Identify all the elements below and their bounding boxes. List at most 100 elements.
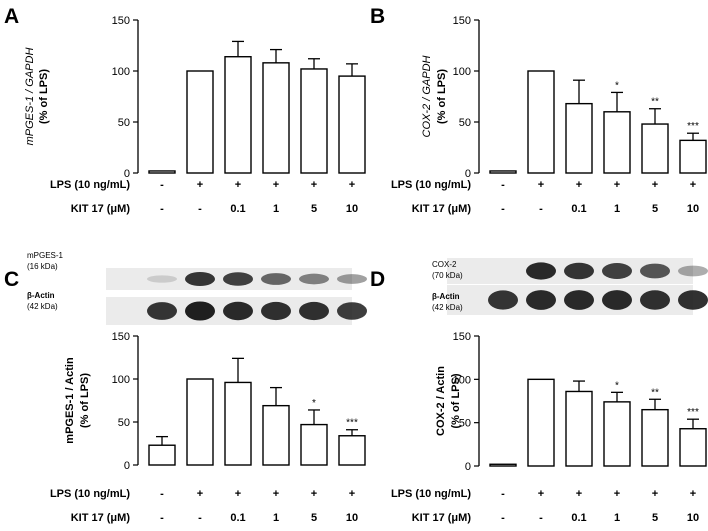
significance-label: ** (651, 387, 659, 398)
lps-value: + (690, 488, 696, 500)
lps-value: + (235, 179, 241, 191)
y-tick-label: 50 (459, 117, 471, 129)
y-axis-label: COX-2 / GAPDH (421, 55, 433, 137)
bar (641, 123, 669, 174)
bar (679, 139, 707, 174)
kit-value: 1 (273, 512, 279, 524)
blot-band (564, 290, 594, 310)
y-axis-label-unit: (% of LPS) (436, 69, 448, 124)
y-tick-label: 0 (124, 168, 130, 180)
y-tick-label: 100 (453, 66, 471, 78)
significance-label: *** (346, 418, 358, 429)
lps-value: - (501, 179, 505, 191)
lps-value: + (690, 179, 696, 191)
y-tick-label: 0 (465, 168, 471, 180)
blot-band (261, 273, 291, 285)
blot-band (602, 290, 632, 310)
lps-value: + (576, 488, 582, 500)
lps-value: + (349, 179, 355, 191)
y-tick-label: 50 (118, 417, 130, 429)
y-tick-label: 100 (112, 66, 130, 78)
kit-value: 10 (687, 203, 699, 215)
bar (262, 62, 290, 174)
lps-value: + (652, 179, 658, 191)
blot-band (602, 262, 632, 280)
kit-value: 1 (614, 203, 620, 215)
blot-kda-label: (16 kDa) (27, 262, 58, 271)
bar (527, 70, 555, 174)
y-tick-label: 100 (453, 374, 471, 386)
kit-value: 0.1 (230, 512, 245, 524)
lps-value: + (273, 488, 279, 500)
kit-value: 0.1 (571, 512, 586, 524)
bar (565, 390, 593, 467)
blot-band (678, 290, 708, 310)
lps-value: + (538, 179, 544, 191)
blot-band (185, 271, 215, 287)
lps-value: + (311, 488, 317, 500)
bar (489, 463, 517, 467)
lps-value: + (273, 179, 279, 191)
kit-row-label: KIT 17 (μM) (412, 203, 472, 215)
kit-value: - (160, 203, 164, 215)
y-tick-label: 150 (453, 331, 471, 343)
lps-row-label: LPS (10 ng/mL) (391, 488, 471, 500)
kit-value: - (198, 203, 202, 215)
kit-row-label: KIT 17 (μM) (71, 203, 131, 215)
blot-band (185, 301, 215, 321)
bar (148, 444, 176, 466)
significance-label: *** (687, 121, 699, 132)
blot-kda-label: (70 kDa) (432, 271, 463, 280)
lps-value: + (197, 488, 203, 500)
lps-row-label: LPS (10 ng/mL) (391, 179, 471, 191)
bar (300, 68, 328, 174)
blot-kda-label: (42 kDa) (27, 302, 58, 311)
bar (489, 170, 517, 174)
blot-band (147, 275, 177, 283)
blot-band (640, 263, 670, 279)
y-tick-label: 100 (112, 374, 130, 386)
blot-band (488, 290, 518, 310)
blot-band (640, 290, 670, 310)
kit-value: 10 (346, 203, 358, 215)
kit-value: 1 (273, 203, 279, 215)
blot-protein-label: mPGES-1 (27, 251, 64, 260)
lps-value: + (576, 179, 582, 191)
bar (224, 381, 252, 466)
blot-band (261, 301, 291, 321)
y-tick-label: 150 (453, 15, 471, 27)
panel-letter: C (4, 268, 19, 291)
blot-band (299, 301, 329, 321)
blot-protein-label: β-Actin (27, 291, 55, 300)
kit-value: 5 (652, 203, 658, 215)
blot-band (337, 274, 367, 284)
y-axis-label-unit: (% of LPS) (450, 373, 462, 428)
kit-row-label: KIT 17 (μM) (71, 512, 131, 524)
kit-row-label: KIT 17 (μM) (412, 512, 472, 524)
y-axis-label: mPGES-1 / Actin (64, 357, 76, 444)
kit-value: - (501, 203, 505, 215)
kit-value: - (539, 512, 543, 524)
blot-band (223, 301, 253, 321)
blot-protein-label: COX-2 (432, 260, 457, 269)
blot-band (337, 302, 367, 320)
lps-value: + (311, 179, 317, 191)
lps-row-label: LPS (10 ng/mL) (50, 179, 130, 191)
lps-value: - (501, 488, 505, 500)
significance-label: * (615, 80, 619, 91)
y-tick-label: 0 (465, 461, 471, 473)
blot-band (526, 290, 556, 310)
y-axis-label-unit: (% of LPS) (79, 373, 91, 428)
kit-value: 10 (687, 512, 699, 524)
kit-value: 10 (346, 512, 358, 524)
kit-value: - (198, 512, 202, 524)
bar (527, 378, 555, 467)
kit-value: - (160, 512, 164, 524)
bar (603, 401, 631, 467)
kit-value: 0.1 (230, 203, 245, 215)
significance-label: ** (651, 97, 659, 108)
significance-label: * (312, 398, 316, 409)
